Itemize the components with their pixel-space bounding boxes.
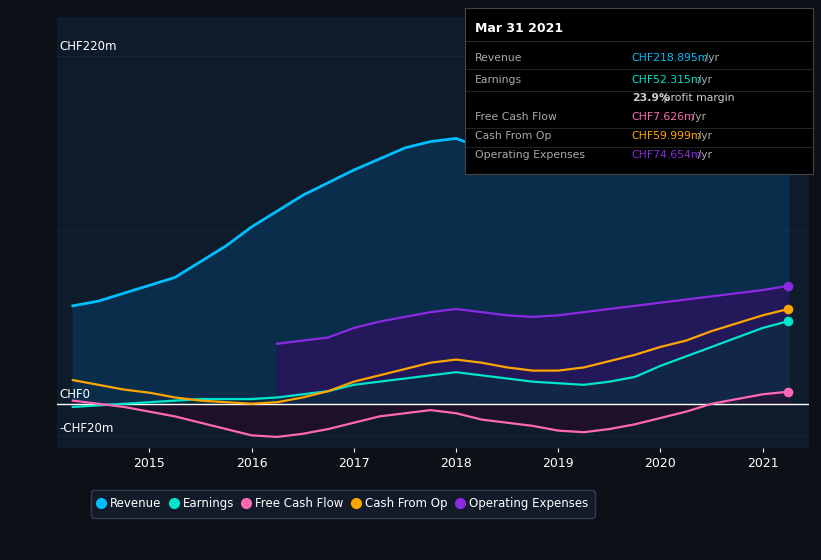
Text: CHF52.315m: CHF52.315m	[632, 75, 702, 85]
Text: Cash From Op: Cash From Op	[475, 132, 552, 142]
Legend: Revenue, Earnings, Free Cash Flow, Cash From Op, Operating Expenses: Revenue, Earnings, Free Cash Flow, Cash …	[91, 491, 595, 517]
Point	[782, 281, 795, 290]
Text: Mar 31 2021: Mar 31 2021	[475, 22, 563, 35]
Text: /yr: /yr	[695, 75, 713, 85]
Point	[782, 388, 795, 396]
Text: 23.9%: 23.9%	[632, 94, 670, 104]
Text: CHF7.626m: CHF7.626m	[632, 113, 695, 123]
Point	[782, 54, 795, 63]
Text: Free Cash Flow: Free Cash Flow	[475, 113, 557, 123]
Text: Revenue: Revenue	[475, 53, 523, 63]
Text: CHF220m: CHF220m	[59, 40, 117, 53]
Text: CHF74.654m: CHF74.654m	[632, 151, 702, 160]
Text: -CHF20m: -CHF20m	[59, 422, 114, 435]
Text: /yr: /yr	[688, 113, 706, 123]
Text: CHF0: CHF0	[59, 389, 90, 402]
Text: CHF59.999m: CHF59.999m	[632, 132, 702, 142]
Text: Earnings: Earnings	[475, 75, 522, 85]
Text: profit margin: profit margin	[659, 94, 734, 104]
Text: CHF218.895m: CHF218.895m	[632, 53, 709, 63]
Point	[782, 316, 795, 325]
Text: /yr: /yr	[700, 53, 718, 63]
Text: Operating Expenses: Operating Expenses	[475, 151, 585, 160]
Text: /yr: /yr	[695, 132, 713, 142]
Point	[782, 305, 795, 314]
Text: /yr: /yr	[695, 151, 713, 160]
